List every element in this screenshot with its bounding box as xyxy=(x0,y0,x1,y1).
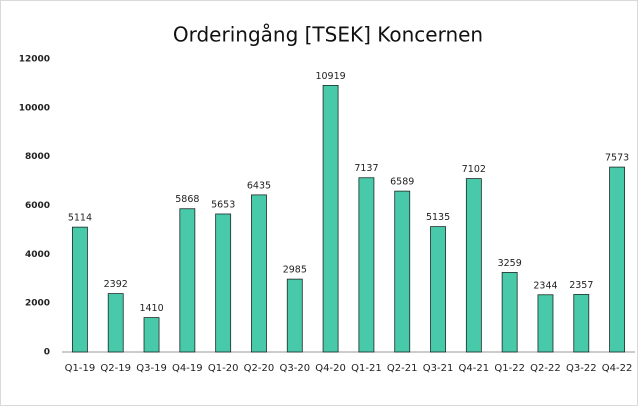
bar xyxy=(537,294,554,353)
bar xyxy=(465,178,482,353)
data-label: 7573 xyxy=(605,153,629,164)
bar xyxy=(501,272,518,353)
data-label: 1410 xyxy=(139,303,163,314)
y-tick-label: 2000 xyxy=(25,299,50,309)
bar xyxy=(143,317,160,353)
x-tick-label: Q2-21 xyxy=(387,363,418,374)
bar xyxy=(609,166,626,353)
chart-title: Orderingång [TSEK] Koncernen xyxy=(173,23,483,47)
data-label: 7102 xyxy=(462,164,486,175)
y-tick-label: 10000 xyxy=(19,103,50,113)
data-label: 5135 xyxy=(426,212,450,223)
x-tick-label: Q1-21 xyxy=(351,363,382,374)
x-tick-label: Q3-19 xyxy=(136,363,167,374)
x-tick-label: Q3-22 xyxy=(566,363,597,374)
data-label: 5653 xyxy=(211,199,235,210)
x-tick-label: Q4-21 xyxy=(459,363,490,374)
bar xyxy=(71,226,88,353)
bar xyxy=(394,190,411,353)
data-label: 10919 xyxy=(315,71,345,82)
bar xyxy=(179,208,196,353)
bar xyxy=(322,84,339,353)
x-tick-label: Q4-19 xyxy=(172,363,203,374)
bar xyxy=(358,177,375,353)
y-tick-label: 6000 xyxy=(25,201,50,211)
bar xyxy=(251,194,267,353)
x-tick-label: Q1-22 xyxy=(494,363,525,374)
y-tick-label: 4000 xyxy=(25,250,50,260)
bar xyxy=(286,278,303,353)
data-label: 7137 xyxy=(354,163,378,174)
data-label: 2392 xyxy=(104,279,128,290)
data-label: 6589 xyxy=(390,177,414,188)
y-tick-label: 12000 xyxy=(19,55,50,65)
x-tick-label: Q2-20 xyxy=(244,363,275,374)
data-label: 6435 xyxy=(247,180,271,191)
x-tick-label: Q1-20 xyxy=(208,363,239,374)
bar xyxy=(573,294,590,353)
x-tick-label: Q4-22 xyxy=(602,363,633,374)
bar xyxy=(215,213,232,353)
bar xyxy=(430,226,446,353)
x-tick-label: Q2-19 xyxy=(100,363,131,374)
y-tick-label: 0 xyxy=(44,348,50,358)
data-label: 3259 xyxy=(498,258,522,269)
x-tick-label: Q2-22 xyxy=(530,363,561,374)
data-label: 5868 xyxy=(175,194,199,205)
bar xyxy=(107,293,124,353)
x-tick-label: Q1-19 xyxy=(65,363,96,374)
x-tick-label: Q4-20 xyxy=(315,363,346,374)
data-label: 2357 xyxy=(569,280,593,291)
data-label: 5114 xyxy=(68,213,92,224)
x-tick-label: Q3-21 xyxy=(423,363,454,374)
y-tick-label: 8000 xyxy=(25,152,50,162)
data-label: 2985 xyxy=(283,265,307,276)
data-label: 2344 xyxy=(533,280,557,291)
x-tick-label: Q3-20 xyxy=(279,363,310,374)
